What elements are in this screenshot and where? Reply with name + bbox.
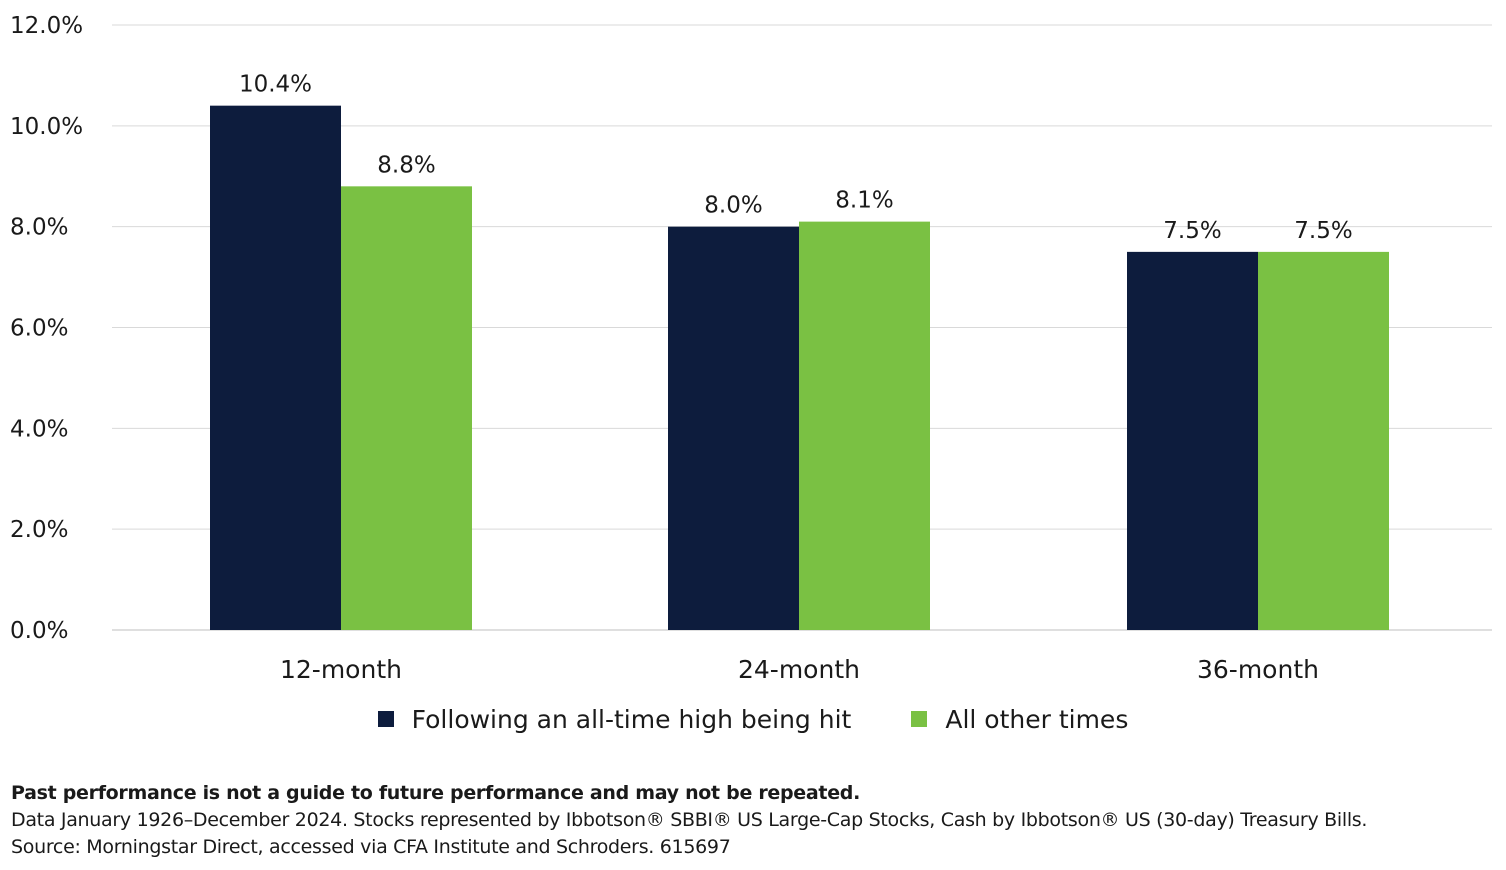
y-tick-label: 12.0% [10, 13, 83, 39]
legend: Following an all-time high being hit All… [0, 704, 1506, 734]
x-tick-label: 24-month [738, 655, 860, 684]
data-label: 10.4% [239, 72, 312, 98]
disclaimer-text: Past performance is not a guide to futur… [11, 782, 860, 804]
footnotes: Past performance is not a guide to futur… [11, 780, 1501, 861]
bar-following-ath-36-month [1127, 251, 1258, 630]
legend-swatch-series-1 [377, 711, 394, 727]
bar-chart: 0.0% 2.0% 4.0% 6.0% 8.0% 10.0% 12.0% 10.4% 8.0% 7… [10, 13, 1492, 684]
legend-label-series-2: All other times [945, 704, 1129, 734]
data-note-text: Data January 1926–December 2024. Stocks … [11, 809, 1368, 831]
data-label: 7.5% [1294, 218, 1352, 244]
x-tick-label: 36-month [1197, 655, 1319, 684]
data-label: 7.5% [1163, 218, 1221, 244]
legend-item-series-2: All other times [911, 705, 1128, 734]
bar-other-times-12-month [341, 186, 472, 631]
y-tick-label: 10.0% [10, 114, 83, 140]
y-tick-label: 0.0% [10, 618, 68, 644]
data-label: 8.1% [835, 188, 893, 214]
bar-other-times-36-month [1258, 251, 1389, 630]
source-text: Source: Morningstar Direct, accessed via… [11, 836, 731, 858]
legend-swatch-series-2 [911, 711, 928, 727]
bar-following-ath-12-month [210, 105, 341, 630]
data-label: 8.0% [704, 193, 762, 219]
y-tick-label: 8.0% [10, 215, 68, 241]
legend-label-series-1: Following an all-time high being hit [411, 704, 852, 734]
y-tick-label: 6.0% [10, 316, 68, 342]
legend-item-series-1: Following an all-time high being hit [377, 704, 852, 734]
y-tick-label: 2.0% [10, 517, 68, 543]
bar-other-times-24-month [799, 221, 930, 630]
data-label: 8.8% [377, 152, 435, 178]
y-tick-label: 4.0% [10, 416, 68, 442]
x-tick-label: 12-month [280, 655, 402, 684]
bar-following-ath-24-month [668, 226, 799, 630]
